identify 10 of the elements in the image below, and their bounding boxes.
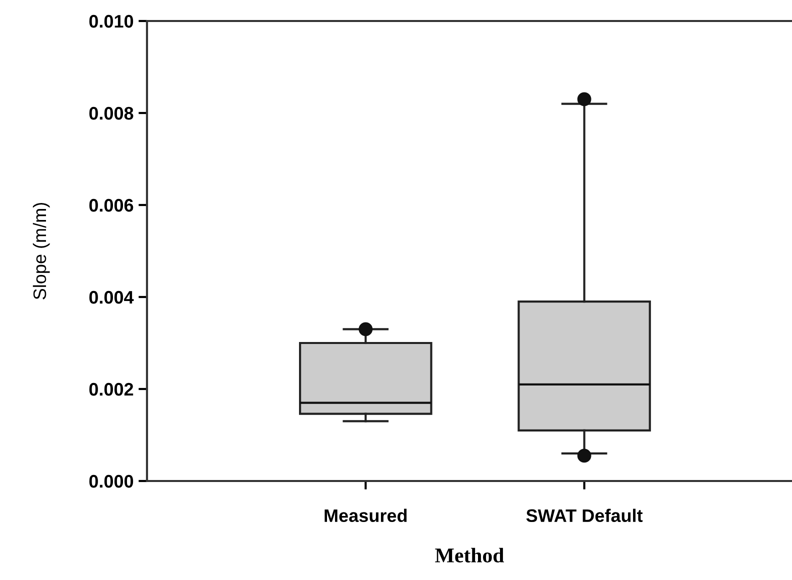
x-tick-label: Measured bbox=[324, 508, 407, 522]
y-tick-label: 0.000 bbox=[89, 474, 134, 488]
y-tick-label: 0.006 bbox=[89, 198, 134, 212]
y-tick-label: 0.010 bbox=[89, 14, 134, 28]
y-axis-title: Slope (m/m) bbox=[32, 202, 50, 300]
x-tick-label: SWAT Default bbox=[526, 508, 643, 522]
x-axis-title: Method bbox=[435, 548, 504, 562]
y-tick-label: 0.002 bbox=[89, 382, 134, 396]
y-tick-label: 0.008 bbox=[89, 106, 134, 120]
y-tick-label: 0.004 bbox=[89, 290, 134, 304]
